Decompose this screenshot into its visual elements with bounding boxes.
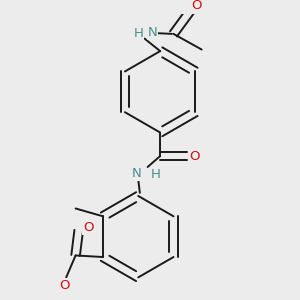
Text: H: H [133,27,143,40]
Text: O: O [83,221,93,234]
Text: H: H [151,168,161,181]
Text: N: N [148,26,158,39]
Text: O: O [59,279,70,292]
Text: O: O [189,149,200,163]
Text: O: O [192,0,202,12]
Text: N: N [132,167,141,180]
